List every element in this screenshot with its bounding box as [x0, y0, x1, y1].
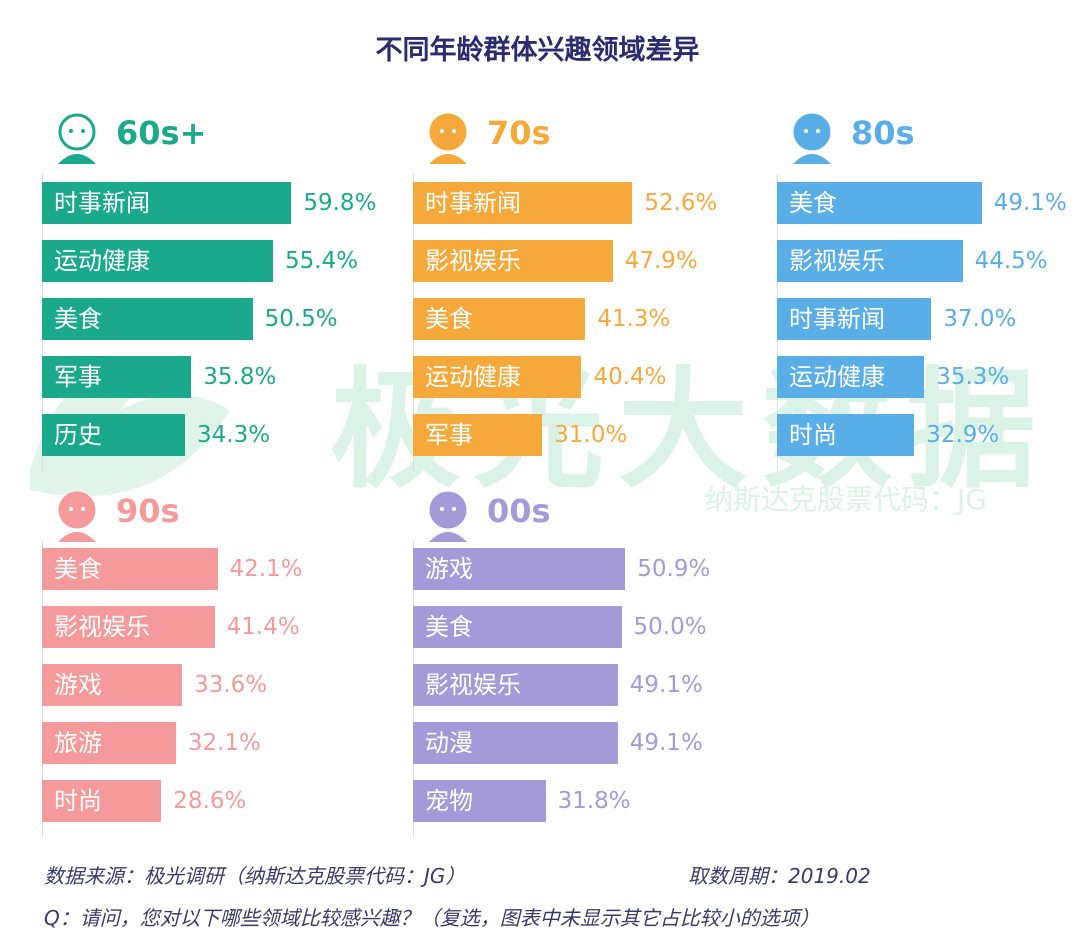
- data-label: 42.1%: [229, 556, 303, 582]
- data-label: 34.3%: [197, 422, 271, 448]
- bar: 时事新闻: [777, 298, 932, 340]
- bar: 时事新闻: [42, 182, 292, 224]
- group-label: 80s: [851, 114, 915, 152]
- data-label: 55.4%: [285, 248, 359, 274]
- bar: 时尚: [42, 780, 162, 822]
- chart-title: 不同年龄群体兴趣领域差异: [375, 35, 700, 66]
- bar: 游戏: [42, 664, 183, 706]
- data-label: 31.0%: [554, 422, 628, 448]
- group-label: 90s: [116, 492, 180, 530]
- bar: 军事: [413, 414, 543, 456]
- woman-icon: [421, 110, 475, 164]
- bar: 运动健康: [413, 356, 582, 398]
- bar: 影视娱乐: [413, 240, 613, 282]
- bar: 旅游: [42, 722, 176, 764]
- data-label: 33.6%: [194, 672, 268, 698]
- data-label: 32.9%: [926, 422, 1000, 448]
- bar: 影视娱乐: [777, 240, 963, 282]
- watermark-subtext: 纳斯达克股票代码：JG: [705, 483, 987, 516]
- businessman-icon: [785, 110, 839, 164]
- data-label: 28.6%: [173, 788, 247, 814]
- footer-question: Q：请问，您对以下哪些领域比较感兴趣？（复选，图表中未显示其它占比较小的选项）: [44, 906, 820, 930]
- data-label: 44.5%: [974, 248, 1048, 274]
- group-label: 00s: [487, 492, 551, 530]
- bar: 军事: [42, 356, 192, 398]
- data-label: 50.0%: [633, 614, 707, 640]
- data-label: 49.1%: [629, 730, 703, 756]
- data-label: 35.3%: [936, 364, 1010, 390]
- elderly-man-icon: [50, 110, 104, 164]
- bar: 美食: [777, 182, 982, 224]
- data-label: 52.6%: [644, 190, 718, 216]
- data-label: 59.8%: [303, 190, 377, 216]
- data-label: 31.8%: [557, 788, 631, 814]
- data-label: 32.1%: [187, 730, 261, 756]
- bar: 时事新闻: [413, 182, 633, 224]
- bar: 运动健康: [777, 356, 925, 398]
- bar: 游戏: [413, 548, 626, 590]
- bar: 动漫: [413, 722, 618, 764]
- bar: 美食: [42, 548, 218, 590]
- data-label: 49.1%: [993, 190, 1067, 216]
- data-label: 41.3%: [597, 306, 671, 332]
- girl-icon: [50, 488, 104, 542]
- bar: 影视娱乐: [413, 664, 618, 706]
- bar: 运动健康: [42, 240, 274, 282]
- group-label: 70s: [487, 114, 551, 152]
- bar: 时尚: [777, 414, 915, 456]
- bar: 影视娱乐: [42, 606, 215, 648]
- group-label: 60s+: [116, 114, 207, 152]
- bar: 美食: [42, 298, 253, 340]
- data-label: 50.5%: [264, 306, 338, 332]
- kid-globe-icon: [421, 488, 475, 542]
- data-label: 37.0%: [943, 306, 1017, 332]
- footer-period: 取数周期：2019.02: [688, 864, 871, 888]
- bar: 宠物: [413, 780, 546, 822]
- data-label: 40.4%: [593, 364, 667, 390]
- footer-source: 数据来源：极光调研（纳斯达克股票代码：JG）: [44, 864, 466, 888]
- data-label: 47.9%: [624, 248, 698, 274]
- data-label: 50.9%: [637, 556, 711, 582]
- data-label: 49.1%: [629, 672, 703, 698]
- data-label: 41.4%: [226, 614, 300, 640]
- bar: 历史: [42, 414, 186, 456]
- bar: 美食: [413, 606, 622, 648]
- bar: 美食: [413, 298, 586, 340]
- data-label: 35.8%: [203, 364, 277, 390]
